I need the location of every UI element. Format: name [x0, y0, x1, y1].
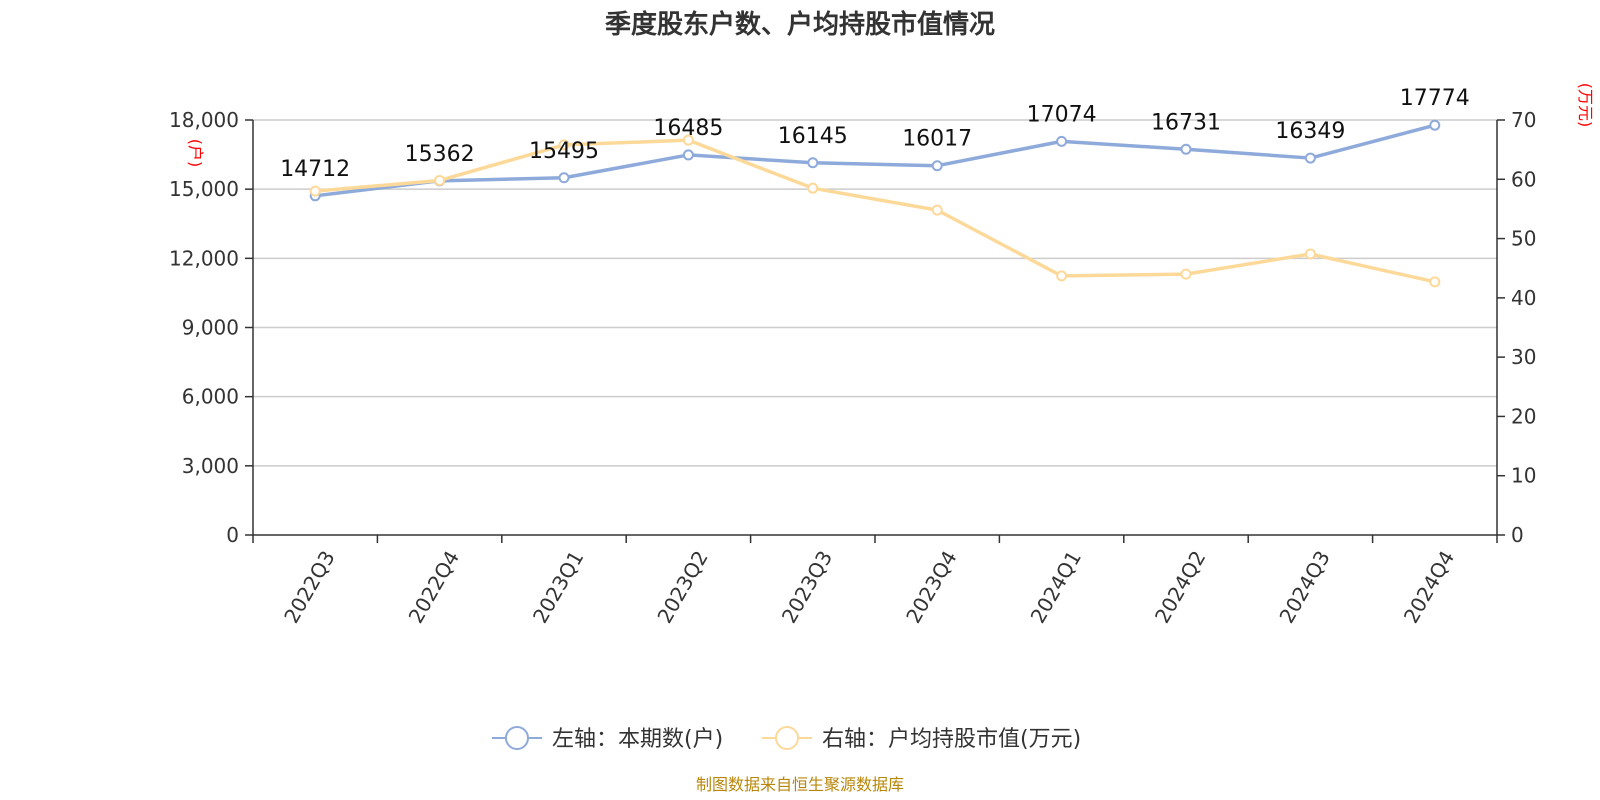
data-point: [434, 174, 446, 186]
data-point: [1429, 119, 1441, 131]
data-point: [682, 149, 694, 161]
data-point: [558, 139, 570, 151]
data-point: [558, 172, 570, 184]
x-tick-label: 2023Q2: [652, 547, 712, 628]
data-point: [1056, 270, 1068, 282]
left-tick-label: 9,000: [182, 316, 239, 340]
data-point: [931, 204, 943, 216]
right-tick-label: 50: [1511, 227, 1536, 251]
legend-marker: [505, 726, 529, 750]
left-tick-label: 6,000: [182, 385, 239, 409]
left-tick-label: 0: [226, 523, 239, 547]
data-point: [807, 182, 819, 194]
left-tick-label: 18,000: [169, 108, 239, 132]
series-line: [314, 123, 1436, 198]
data-label: 15495: [529, 139, 599, 164]
data-label: 17774: [1400, 86, 1470, 111]
right-axis-unit: (万元): [1576, 83, 1595, 128]
data-point: [309, 185, 321, 197]
x-tick-label: 2024Q3: [1274, 547, 1334, 628]
left-tick-label: 15,000: [169, 177, 239, 201]
chart-title: 季度股东户数、户均持股市值情况: [605, 9, 995, 40]
data-label: 16485: [653, 116, 723, 141]
left-axis-unit: (户): [186, 139, 205, 168]
right-tick-label: 0: [1511, 523, 1524, 547]
data-point: [807, 157, 819, 169]
data-point: [931, 160, 943, 172]
data-point: [1304, 248, 1316, 260]
x-tick-label: 2024Q1: [1026, 547, 1086, 628]
data-point: [1180, 268, 1192, 280]
data-label: 17074: [1027, 102, 1097, 127]
x-tick-label: 2023Q1: [528, 547, 588, 628]
series-line: [315, 138, 1436, 284]
legend: 左轴：本期数(户) 右轴：户均持股市值(万元): [492, 726, 1081, 752]
x-tick-label: 2022Q3: [279, 547, 339, 628]
left-tick-label: 12,000: [169, 246, 239, 270]
right-tick-label: 60: [1511, 167, 1536, 191]
data-label: 16145: [778, 124, 848, 149]
data-point: [682, 134, 694, 146]
source-note: 制图数据来自恒生聚源数据库: [696, 775, 904, 794]
right-tick-label: 30: [1511, 345, 1536, 369]
x-tick-label: 2022Q4: [404, 547, 464, 628]
data-label: 16349: [1275, 119, 1345, 144]
series-layer: [309, 119, 1441, 288]
data-label: 16017: [902, 127, 972, 152]
grid-lines: [253, 119, 1497, 467]
data-point: [1180, 143, 1192, 155]
data-label: 16731: [1151, 110, 1221, 135]
x-tick-label: 2024Q2: [1150, 547, 1210, 628]
legend-label: 右轴：户均持股市值(万元): [822, 727, 1081, 752]
left-tick-label: 3,000: [182, 454, 239, 478]
right-tick-label: 70: [1511, 108, 1536, 132]
right-tick-label: 40: [1511, 286, 1536, 310]
data-point: [1429, 276, 1441, 288]
x-tick-label: 2023Q3: [777, 547, 837, 628]
x-tick-label: 2023Q4: [901, 546, 961, 627]
data-point: [1056, 135, 1068, 147]
legend-marker: [775, 726, 799, 750]
right-tick-label: 20: [1511, 404, 1536, 428]
right-tick-label: 10: [1511, 464, 1536, 488]
data-point: [1304, 152, 1316, 164]
data-label: 14712: [280, 157, 350, 182]
data-label: 15362: [405, 142, 475, 167]
x-tick-label: 2024Q4: [1399, 547, 1459, 628]
data-labels: 14712 15362 15495 16485 16145 16017 17074 16731…: [280, 86, 1470, 182]
legend-label: 左轴：本期数(户): [552, 727, 723, 752]
